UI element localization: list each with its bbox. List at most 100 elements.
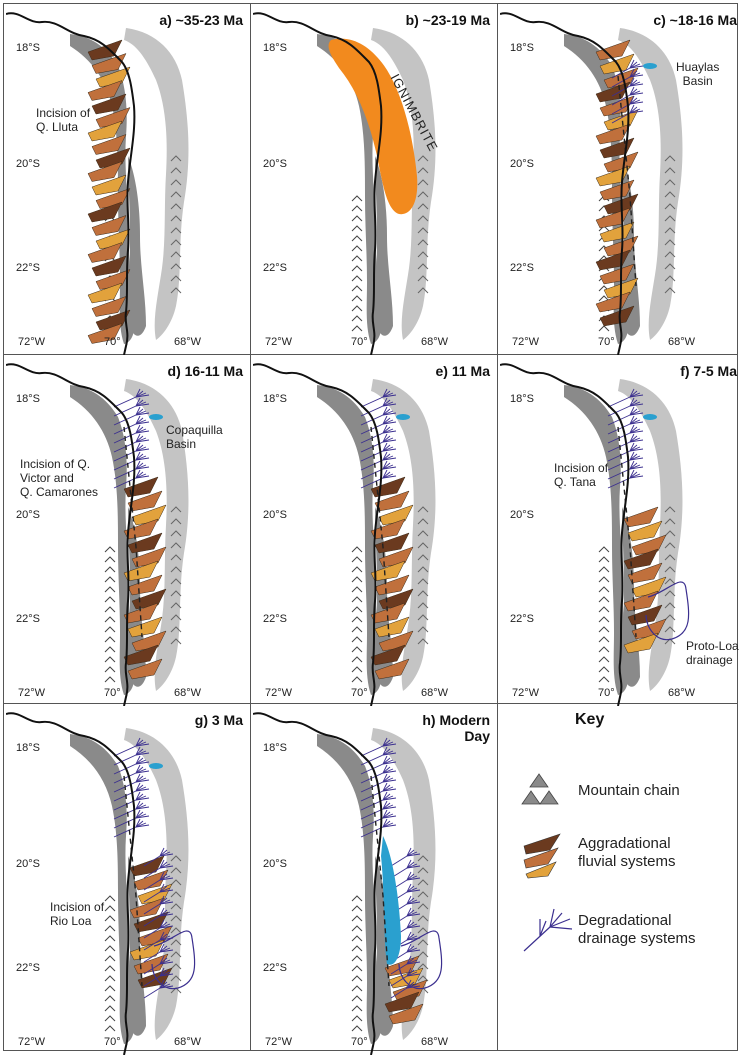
divider bbox=[497, 3, 498, 1051]
longitude-label: 70° bbox=[104, 687, 121, 699]
drainage-tree bbox=[360, 809, 397, 829]
drainage-tree bbox=[360, 397, 397, 417]
mountain-icon bbox=[521, 773, 559, 805]
mountain-chevrons bbox=[598, 506, 676, 683]
map-d bbox=[6, 363, 189, 706]
panel-title: h) Modern Day bbox=[422, 712, 490, 744]
map-b bbox=[253, 12, 436, 355]
panel-title: d) 16-11 Ma bbox=[167, 363, 243, 379]
drainage-tree bbox=[143, 895, 174, 915]
mountain-chevrons bbox=[351, 855, 429, 1032]
dashed-divide bbox=[617, 75, 637, 287]
fluvial-fan bbox=[91, 134, 127, 155]
drainage-tree bbox=[113, 469, 150, 489]
dashed-divide bbox=[123, 775, 143, 987]
inner-mountain-belt bbox=[128, 156, 146, 336]
divider bbox=[3, 703, 738, 704]
longitude-label: 70° bbox=[351, 336, 368, 348]
fluvial-fan bbox=[623, 548, 659, 570]
drainage-tree bbox=[360, 818, 397, 838]
drainage-tree bbox=[607, 397, 644, 417]
fluvial-fan bbox=[392, 979, 428, 1001]
fluvial-fan bbox=[595, 39, 631, 61]
light-mountain-belt bbox=[618, 379, 683, 691]
longitude-label: 70° bbox=[104, 336, 121, 348]
drainage-tree bbox=[143, 931, 174, 951]
fluvial-fan bbox=[599, 95, 635, 117]
latitude-label: 18°S bbox=[263, 393, 287, 405]
panel-d: d) 16-11 Ma 18°S 20°S 22°S 72°W 70° 68°W Copaqu… bbox=[6, 357, 251, 706]
panel-g: g) 3 Ma 18°S 20°S 22°S 72°W 70° 68°W Incision o… bbox=[6, 706, 251, 1055]
longitude-label: 68°W bbox=[174, 687, 202, 699]
basin bbox=[643, 63, 657, 69]
fan-icon bbox=[523, 833, 561, 879]
drainage-tree bbox=[113, 809, 150, 829]
longitude-label: 72°W bbox=[512, 687, 540, 699]
drainage-tree bbox=[360, 800, 397, 820]
key-label-mountain: Mountain chain bbox=[578, 782, 680, 799]
proto-loa-drainage bbox=[398, 930, 443, 990]
coastline bbox=[500, 12, 630, 355]
map-a bbox=[6, 12, 189, 355]
basin bbox=[149, 414, 163, 420]
note-copaquilla-basin: Copaquilla Basin bbox=[166, 423, 223, 451]
drainage-icon bbox=[523, 908, 573, 952]
fluvial-fan bbox=[127, 658, 163, 680]
fluvial-fan bbox=[627, 562, 663, 584]
panel-a: a) ~35-23 Ma 18°S 20°S 22°S 72°W 70° 68°W Incis… bbox=[6, 6, 251, 355]
drainage-tree bbox=[360, 746, 397, 766]
light-mountain-belt bbox=[618, 28, 683, 340]
panel-f: f) 7-5 Ma 18°S 20°S 22°S 72°W 70° 68°W Incision… bbox=[500, 357, 741, 706]
key-label-fluvial: Aggradational fluvial systems bbox=[578, 835, 676, 870]
note-huaylas-basin: Huaylas Basin bbox=[676, 60, 720, 88]
dashed-divide bbox=[617, 426, 637, 638]
fluvial-fan bbox=[87, 80, 123, 101]
latitude-label: 20°S bbox=[510, 158, 534, 170]
longitude-label: 70° bbox=[598, 687, 615, 699]
fan-group bbox=[384, 955, 428, 1025]
fluvial-fan bbox=[374, 658, 410, 680]
coastline bbox=[253, 363, 383, 706]
fluvial-fan bbox=[123, 518, 159, 540]
drainage-tree bbox=[607, 460, 644, 480]
drainage-tree bbox=[611, 104, 644, 124]
dark-mountain-belt bbox=[317, 385, 382, 695]
coastline bbox=[6, 12, 136, 355]
drainage-tree bbox=[611, 77, 644, 97]
latitude-label: 22°S bbox=[510, 262, 534, 274]
drainage-tree bbox=[143, 847, 174, 867]
longitude-label: 68°W bbox=[421, 687, 449, 699]
panel-title: b) ~23-19 Ma bbox=[405, 12, 490, 28]
drainage-tree bbox=[113, 415, 150, 435]
drainage-tree bbox=[360, 442, 397, 462]
inner-mountain-belt bbox=[128, 856, 146, 1036]
fan-group bbox=[623, 506, 667, 654]
drainage-tree bbox=[113, 737, 150, 757]
drainage-tree bbox=[360, 415, 397, 435]
fluvial-fan bbox=[129, 897, 165, 919]
fluvial-fan bbox=[87, 39, 123, 61]
longitude-label: 68°W bbox=[421, 1036, 449, 1048]
coastline bbox=[6, 363, 136, 706]
fan-group bbox=[87, 39, 131, 344]
map-e bbox=[253, 363, 436, 706]
drainage-tree bbox=[113, 451, 150, 471]
drainage-group bbox=[360, 737, 421, 999]
panel-b: b) ~23-19 Ma 18°S 20°S 22°S 72°W 70° 68°W IGNIM… bbox=[253, 6, 498, 355]
latitude-label: 18°S bbox=[16, 42, 40, 54]
fluvial-fan bbox=[87, 282, 123, 304]
latitude-label: 18°S bbox=[510, 393, 534, 405]
fluvial-fan bbox=[123, 560, 159, 582]
longitude-label: 70° bbox=[598, 336, 615, 348]
light-mountain-belt bbox=[371, 28, 436, 340]
basin bbox=[396, 414, 410, 420]
longitude-label: 72°W bbox=[265, 687, 293, 699]
coastline bbox=[253, 712, 383, 1055]
dark-mountain-belt bbox=[70, 734, 135, 1044]
drainage-tree bbox=[143, 967, 174, 987]
latitude-label: 18°S bbox=[263, 742, 287, 754]
drainage-tree bbox=[360, 755, 397, 775]
longitude-label: 68°W bbox=[174, 1036, 202, 1048]
fluvial-fan bbox=[595, 123, 631, 145]
